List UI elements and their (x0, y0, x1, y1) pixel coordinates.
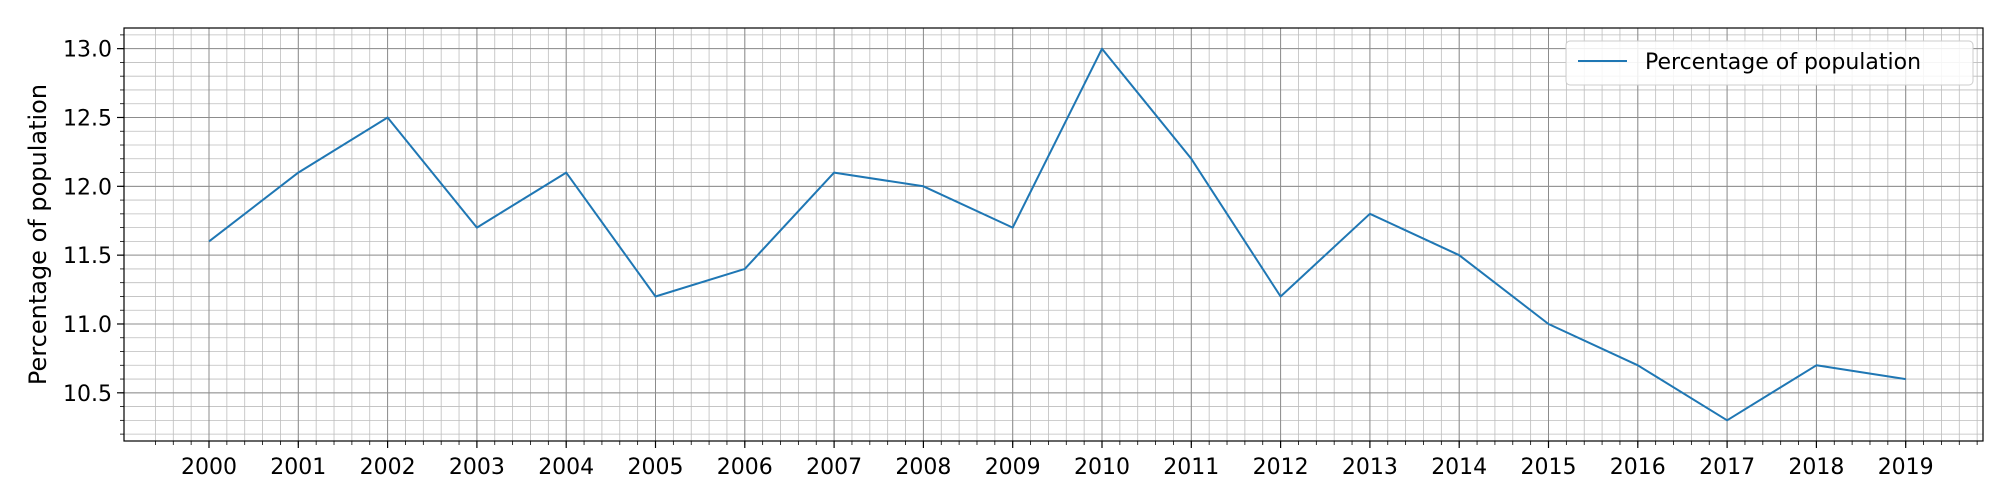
x-tick-label: 2003 (449, 455, 505, 480)
x-tick-label: 2006 (717, 455, 773, 480)
x-tick-label: 2017 (1699, 455, 1755, 480)
major-gridlines (124, 28, 1983, 441)
series-layer (208, 47, 1906, 422)
x-tick-label: 2007 (806, 455, 862, 480)
y-tick-label: 11.0 (63, 313, 112, 338)
y-axis-label: Percentage of population (24, 84, 52, 385)
x-tick-label: 2014 (1431, 455, 1487, 480)
x-tick-label: 2002 (360, 455, 416, 480)
legend: Percentage of population (1565, 40, 1974, 86)
x-tick-label: 2016 (1610, 455, 1666, 480)
y-tick-label: 12.5 (63, 106, 112, 131)
x-tick-label: 2012 (1253, 455, 1309, 480)
x-tick-label: 2005 (628, 455, 684, 480)
y-axis-ticks: 10.5 11.0 11.5 12.0 12.5 13.0 (63, 34, 124, 435)
x-tick-label: 2015 (1521, 455, 1577, 480)
x-tick-label: 2000 (181, 455, 237, 480)
x-tick-label: 2001 (270, 455, 326, 480)
series-line-0 (208, 47, 1906, 422)
x-axis-ticks: 2000 2001 2002 2003 2004 2005 2006 2007 2008 2009… (155, 441, 1978, 480)
x-tick-label: 2019 (1878, 455, 1934, 480)
legend-box (1565, 40, 1974, 86)
x-tick-label: 2010 (1074, 455, 1130, 480)
x-tick-label: 2009 (985, 455, 1041, 480)
x-tick-label: 2004 (538, 455, 594, 480)
legend-label: Percentage of population (1645, 50, 1921, 75)
y-tick-label: 13.0 (63, 38, 112, 63)
x-tick-label: 2013 (1342, 455, 1398, 480)
y-tick-label: 11.5 (63, 244, 112, 269)
minor-gridlines (124, 28, 1983, 441)
x-tick-label: 2011 (1163, 455, 1219, 480)
x-tick-label: 2018 (1788, 455, 1844, 480)
plot-frame (123, 27, 1984, 442)
y-tick-label: 10.5 (63, 382, 112, 407)
x-tick-label: 2008 (895, 455, 951, 480)
y-tick-label: 12.0 (63, 175, 112, 200)
axes (123, 27, 1984, 442)
